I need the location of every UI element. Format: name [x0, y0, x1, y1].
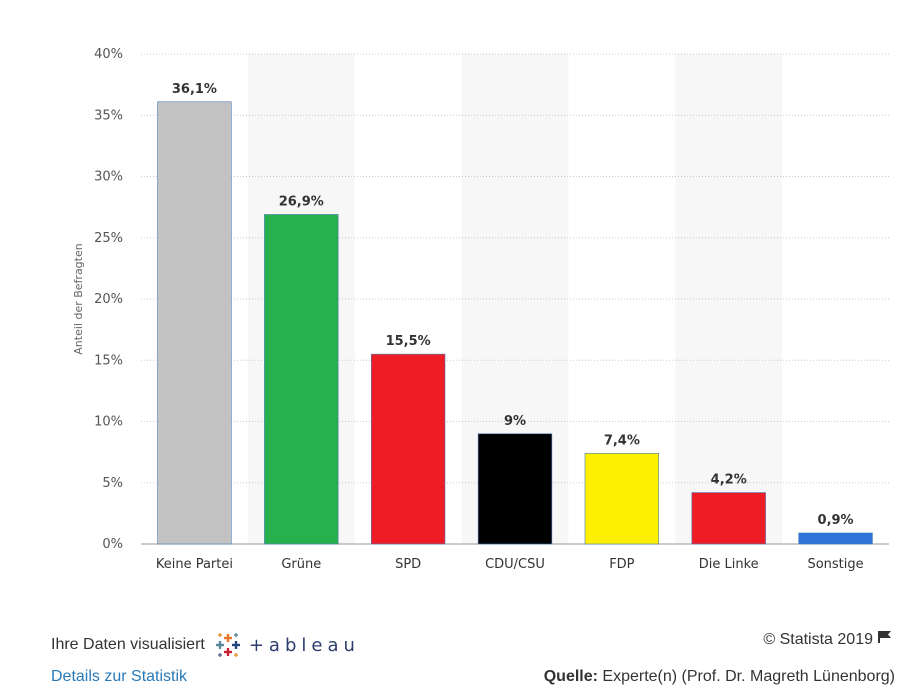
bar-6 [798, 532, 873, 545]
bar-chart: 0% 5% 10% 15% 20% 25% 30% 35% 40% Anteil der Befr… [72, 47, 889, 572]
y-axis-title: Anteil der Befragten [72, 243, 85, 354]
category-label-5: Die Linke [699, 557, 759, 572]
bar-2 [370, 353, 446, 545]
details-link[interactable]: Details zur Statistik [51, 668, 188, 685]
y-tick-label: 35% [94, 108, 123, 123]
y-tick-label: 15% [94, 353, 123, 368]
tableau-logo-icon: +ableau [213, 630, 360, 660]
copyright-text: © Statista 2019 [763, 630, 873, 648]
data-label-6: 0,9% [818, 513, 854, 528]
category-label-3: CDU/CSU [485, 557, 545, 572]
y-tick-label: 40% [94, 47, 123, 62]
data-label-1: 26,9% [279, 194, 324, 209]
category-label-1: Grüne [281, 557, 321, 572]
category-label-4: FDP [609, 557, 634, 572]
category-label-6: Sonstige [807, 557, 863, 572]
data-label-3: 9% [504, 414, 526, 429]
y-tick-label: 5% [102, 476, 123, 491]
flag-icon[interactable] [877, 630, 893, 649]
tableau-prefix: Ihre Daten visualisiert [51, 636, 205, 653]
data-label-2: 15,5% [386, 334, 431, 349]
tableau-credit: Ihre Daten visualisiert [51, 630, 360, 660]
data-label-5: 4,2% [711, 473, 747, 488]
footer: Ihre Daten visualisiert [0, 620, 907, 691]
bar-0 [157, 101, 232, 545]
y-tick-label: 0% [102, 537, 123, 552]
copyright: © Statista 2019 [763, 630, 893, 649]
plot-band [675, 54, 783, 544]
data-label-0: 36,1% [172, 82, 217, 97]
source: Quelle: Experte(n) (Prof. Dr. Magreth Lü… [544, 668, 895, 686]
y-tick-label: 20% [94, 292, 123, 307]
tableau-word: +ableau [248, 634, 360, 656]
y-tick-label: 25% [94, 231, 123, 246]
bar-4 [584, 453, 660, 545]
y-tick-label: 10% [94, 415, 123, 430]
data-label-4: 7,4% [604, 433, 640, 448]
y-tick-label: 30% [94, 170, 123, 185]
category-label-0: Keine Partei [156, 557, 233, 572]
bar-5 [691, 492, 766, 545]
bar-1 [264, 214, 339, 545]
source-label: Quelle: [543, 668, 598, 685]
bar-3 [477, 433, 553, 545]
chart-svg: 0% 5% 10% 15% 20% 25% 30% 35% 40% Anteil der Befr… [72, 47, 889, 572]
category-label-2: SPD [395, 557, 421, 572]
source-text: Experte(n) (Prof. Dr. Magreth Lünenborg) [597, 668, 895, 685]
